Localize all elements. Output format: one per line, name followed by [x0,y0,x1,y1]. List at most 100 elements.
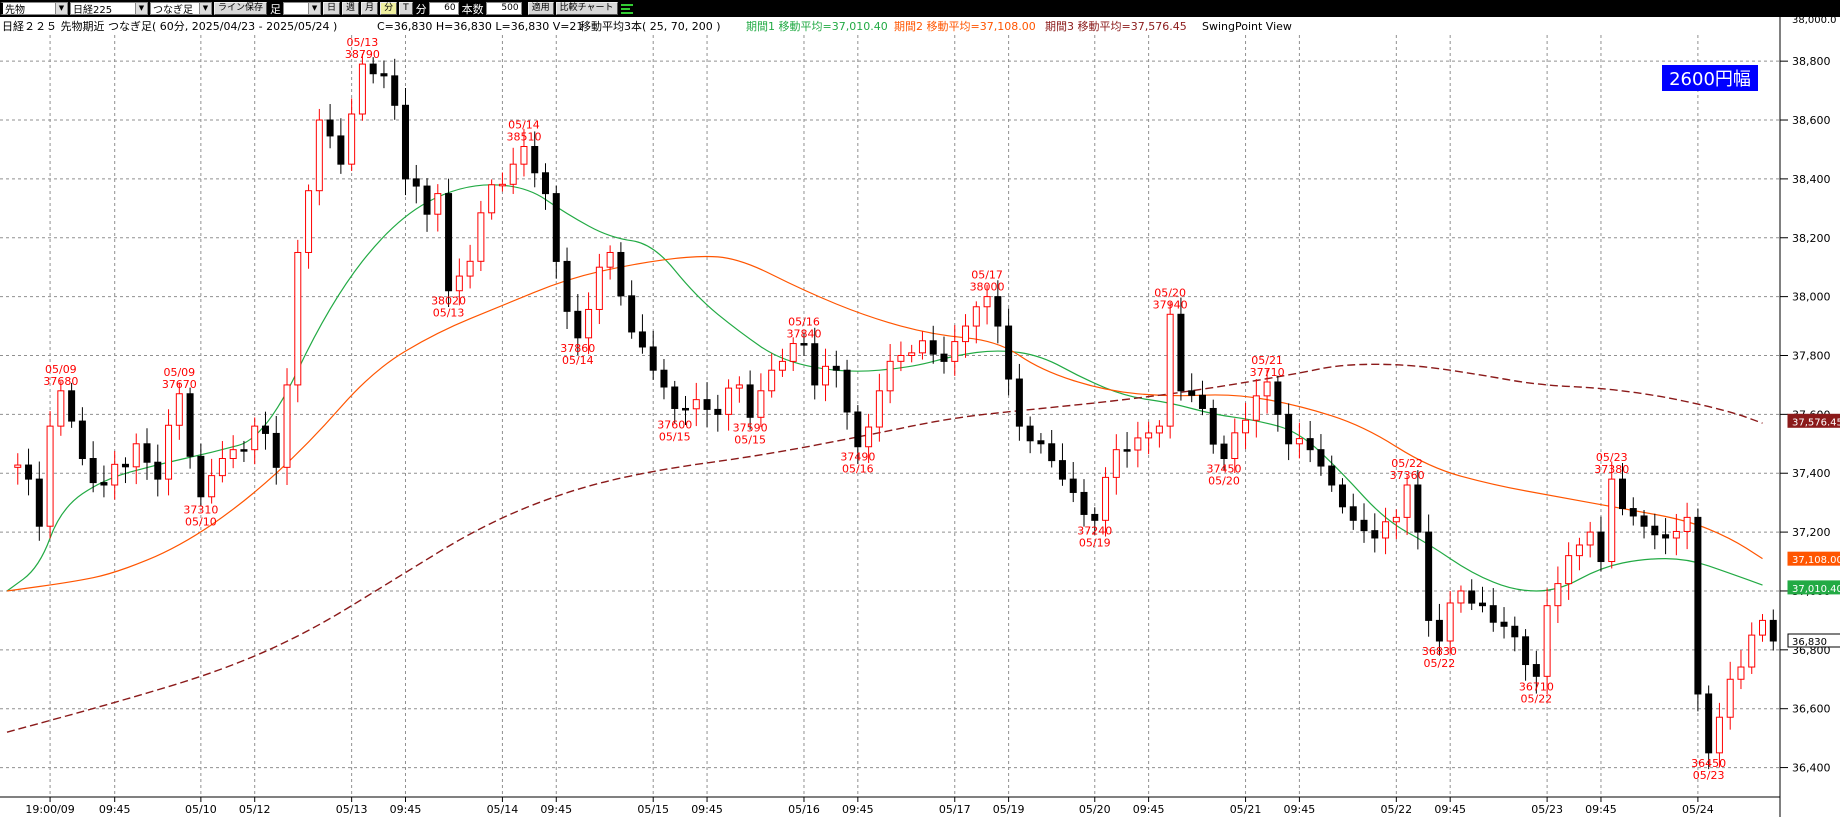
candle-body [1198,394,1206,409]
candle-body [897,354,905,362]
instrument-select[interactable]: 日経225 ▼ [70,2,148,16]
swing-high-price: 37670 [162,378,197,391]
toolbar: 先物 ▼ 日経225 ▼ つなぎ足 ▼ ライン保存 足 ▼ 日 週 月 分 T … [0,0,1840,17]
tick-button[interactable]: T [399,2,413,15]
month-button[interactable]: 月 [361,2,379,15]
x-tick-label: 09:45 [842,803,874,816]
candle-body [165,424,173,480]
candle-body [46,425,54,527]
y-tick-label-partial: 38,000.0 [1792,17,1837,26]
week-button[interactable]: 週 [342,2,360,15]
candle-body [1619,478,1626,510]
candle-body [886,360,894,392]
candle-body [326,119,334,137]
x-tick-label: 05/23 [1531,803,1563,816]
swing-low-price: 36450 [1691,757,1726,770]
ma-label: 移動平均3本( 25, 70, 200 ) [580,19,721,33]
instrument-select-value: 日経225 [73,5,113,16]
candle-body [1371,530,1379,539]
candle-body [1457,590,1465,604]
candle-body [1640,515,1648,527]
line-save-button[interactable]: ライン保存 [214,2,268,15]
candle-body [143,443,151,463]
candle-body [498,183,506,187]
candle-body [1489,605,1497,623]
candle-body [1759,619,1767,636]
candle-body [68,390,76,422]
x-tick-label: 09:45 [99,803,131,816]
candle-body [563,260,571,312]
candle-body [89,458,97,484]
candle-body [509,163,517,185]
chevron-down-icon: ▼ [135,3,147,14]
candle-body [660,369,668,388]
candle-body [455,275,463,292]
y-tick-label: 38,600 [1792,114,1831,127]
chevron-down-icon: ▼ [308,3,321,14]
candle-body [649,346,657,371]
price-tag: 37,108.00 [1792,555,1840,566]
candle-body [1080,491,1088,515]
candle-body [1155,425,1163,434]
compare-chart-button[interactable]: 比較チャート [555,2,618,15]
price-tag-bg [1787,551,1840,566]
candle-body [14,464,22,468]
day-button[interactable]: 日 [323,2,341,15]
candle-body [1102,476,1110,521]
swing-low-price: 37860 [560,342,595,355]
candle-body [778,360,786,371]
candle-body [1209,407,1217,445]
foot-count-field[interactable]: ▼ [283,2,322,15]
ma-line-25 [6,184,1763,592]
candle-body [412,178,420,187]
price-tag: 36,830 [1792,637,1827,648]
candle-body [423,185,431,215]
swing-low-date: 05/10 [185,516,217,529]
candle-body [1252,395,1260,421]
apply-button[interactable]: 適用 [527,2,554,15]
candle-body [1382,521,1390,539]
candle-body [1026,425,1034,442]
candle-body [57,390,65,427]
candle-body [272,432,280,468]
swing-low-price: 37600 [657,418,692,431]
candle-body [929,340,937,355]
chart-title: 日経２２５ 先物期近 つなぎ足( 60分, 2025/04/23 - 2025/… [2,19,337,33]
ma-line-200 [6,363,1763,733]
candle-body [682,407,690,411]
contract-select-value: つなぎ足 [153,5,193,16]
swing-labels: 05/093768005/09376703731005/1005/1338790… [43,36,1726,782]
candle-body [800,343,808,346]
count-input[interactable]: 500 [485,2,522,15]
candle-body [1285,413,1293,445]
menu-lines-icon[interactable] [620,3,635,15]
candle-body [552,193,560,262]
market-select-value: 先物 [5,5,25,16]
candle-body [1349,506,1357,521]
swing-low-date: 05/20 [1208,475,1240,488]
swing-low-date: 05/15 [659,430,691,443]
minute-button[interactable]: 分 [380,2,398,15]
candle-body [757,390,765,418]
candle-body [337,135,345,165]
candle-body [218,458,226,477]
swing-high-price: 38510 [506,131,541,144]
candle-body [1662,534,1670,539]
range-badge-bg [1662,65,1758,91]
interval-input[interactable]: 60 [428,2,459,15]
candle-body [305,190,313,253]
candle-body [1715,716,1723,754]
candle-body [25,464,33,480]
market-select[interactable]: 先物 ▼ [0,2,68,16]
candle-body [972,306,980,327]
candle-body [1500,621,1508,627]
swing-high-date: 05/14 [508,119,540,132]
candle-body [466,260,474,277]
price-tag-bg [1787,413,1840,428]
candle-body [1058,460,1066,480]
candle-body [1069,478,1077,493]
contract-select[interactable]: つなぎ足 ▼ [150,2,212,16]
candle-body [1242,419,1250,434]
candle-body [1295,438,1303,445]
candle-body [1608,478,1616,563]
